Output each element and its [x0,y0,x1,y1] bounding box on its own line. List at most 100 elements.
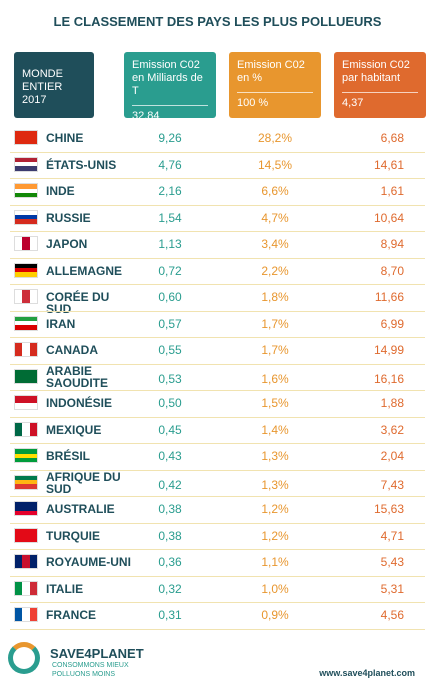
flag-stripe [15,272,37,277]
value: 9,26 [158,131,182,146]
value: 2,2% [261,263,289,278]
value: 0,57 [158,316,182,331]
column-header: Emission C02 en Milliards de T 32,84 [124,52,216,122]
country: FRANCE [46,608,96,623]
flag-stripe [15,219,37,224]
row-separator [10,178,425,179]
row-separator [10,337,425,338]
value: 6,99 [380,316,404,331]
row-separator [10,522,425,524]
flag [14,395,38,411]
value: 1,3% [261,449,289,464]
column-total: 32,84 [132,105,208,122]
value: 0,50 [158,396,182,411]
value: 6,6% [261,184,289,199]
value: 0,38 [158,528,182,543]
flag [14,342,38,358]
flag-stripe [15,396,37,403]
value: 1,5% [261,396,289,411]
flag [14,554,38,570]
country: ROYAUME-UNI [46,555,131,570]
row-separator [10,390,425,391]
flag [14,156,38,172]
region-box: MONDE ENTIER 2017 [14,52,94,118]
flag [14,183,38,199]
country: CANADA [46,343,98,358]
flag-stripe [15,480,37,485]
country: AFRIQUE DU SUD [46,469,121,496]
value: 4,71 [380,528,404,543]
column-label: Emission C02 [342,59,410,71]
value: 3,62 [380,422,404,437]
country: INDONÉSIE [46,396,113,411]
country: JAPON [46,237,88,252]
flag-stripe [15,475,37,481]
value: 0,9% [261,608,289,623]
flag-stripe [15,325,37,330]
column-label: Emission C02 [237,59,305,71]
value: 5,31 [380,581,404,596]
flag-stripe [15,422,23,436]
country: ARABIE SAOUDITE [46,363,109,390]
flag [14,209,38,225]
row-separator [10,231,425,232]
year: 2017 [22,94,47,106]
value: 7,43 [380,477,404,492]
value: 15,63 [373,502,404,517]
country: ITALIE [46,581,84,596]
flag-stripe [15,453,37,458]
flag [14,289,38,305]
flag-stripe [15,343,23,357]
flag-stripe [29,608,37,622]
flag-stripe [29,555,37,569]
value: 8,70 [380,263,404,278]
row-separator [10,602,425,603]
logo [8,642,40,674]
value: 0,32 [158,581,182,596]
value: 11,66 [374,290,404,305]
value: 1,7% [261,343,289,358]
value: 2,16 [158,184,182,199]
flag [14,236,38,252]
flag-stripe [22,608,30,622]
flag-stripe [15,449,37,454]
brand: SAVE4PLANET [50,646,144,661]
column-label: par habitant [342,72,401,84]
column-label: Emission C02 [132,59,200,71]
flag-stripe [15,555,23,569]
country: CORÉE DU SUD [46,290,110,317]
value: 0,72 [158,263,182,278]
flag-stripe [15,162,37,167]
flag [14,527,38,543]
row-separator [10,628,425,630]
flag-stripe [22,581,30,595]
flag-stripe [22,422,30,436]
flag-stripe [15,316,37,322]
value: 0,38 [158,502,182,517]
row-separator [10,575,425,577]
country: TURQUIE [46,528,100,543]
value: 2,04 [380,449,404,464]
flag-stripe [29,581,37,595]
url: www.save4planet.com [319,668,415,678]
flag-stripe [15,510,37,516]
flag-stripe [15,608,23,622]
flag-stripe [15,184,37,189]
flag-stripe [15,484,37,489]
value: 0,43 [158,449,182,464]
flag [14,580,38,596]
flag-stripe [29,422,37,436]
flag-stripe [15,166,37,171]
value: 4,76 [158,157,182,172]
value: 0,36 [158,555,182,570]
flag [14,421,38,437]
row-separator [10,469,425,471]
column-header: Emission C02 en % 100 % [229,52,321,118]
flag-stripe [15,210,37,216]
flag [14,368,38,384]
flag-stripe [15,268,37,273]
value: 3,4% [261,237,289,252]
flag-stripe [15,321,37,326]
flag-stripe [15,263,37,269]
row-separator [10,549,425,550]
